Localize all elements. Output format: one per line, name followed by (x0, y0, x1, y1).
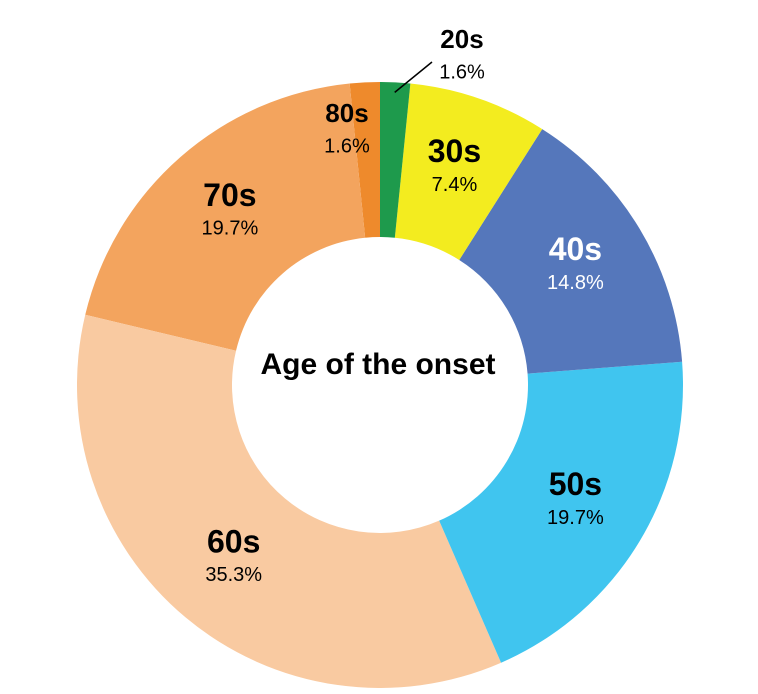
donut-slice (394, 83, 543, 260)
donut-slice (439, 361, 683, 663)
value-label: 1.6% (439, 61, 485, 83)
donut-slice (380, 82, 411, 238)
value-label: 19.7% (547, 507, 604, 529)
value-label: 7.4% (432, 174, 478, 196)
value-label: 19.7% (202, 218, 259, 240)
slice-label: 40s (549, 231, 602, 267)
slice-label: 70s (203, 177, 256, 213)
chart-title: Age of the onset (260, 348, 495, 381)
donut-slice (76, 314, 502, 689)
slice-label: 60s (207, 523, 260, 559)
slice-label: 80s (325, 98, 368, 128)
donut-slice (459, 129, 683, 374)
donut-slice (349, 82, 380, 238)
value-label: 35.3% (205, 564, 262, 586)
leader-line (394, 61, 433, 93)
value-label: 14.8% (547, 272, 604, 294)
value-label: 1.6% (324, 135, 370, 157)
slice-label: 50s (549, 466, 602, 502)
slice-label: 20s (440, 24, 483, 54)
donut-slice (85, 83, 366, 351)
slice-label: 30s (428, 133, 481, 169)
